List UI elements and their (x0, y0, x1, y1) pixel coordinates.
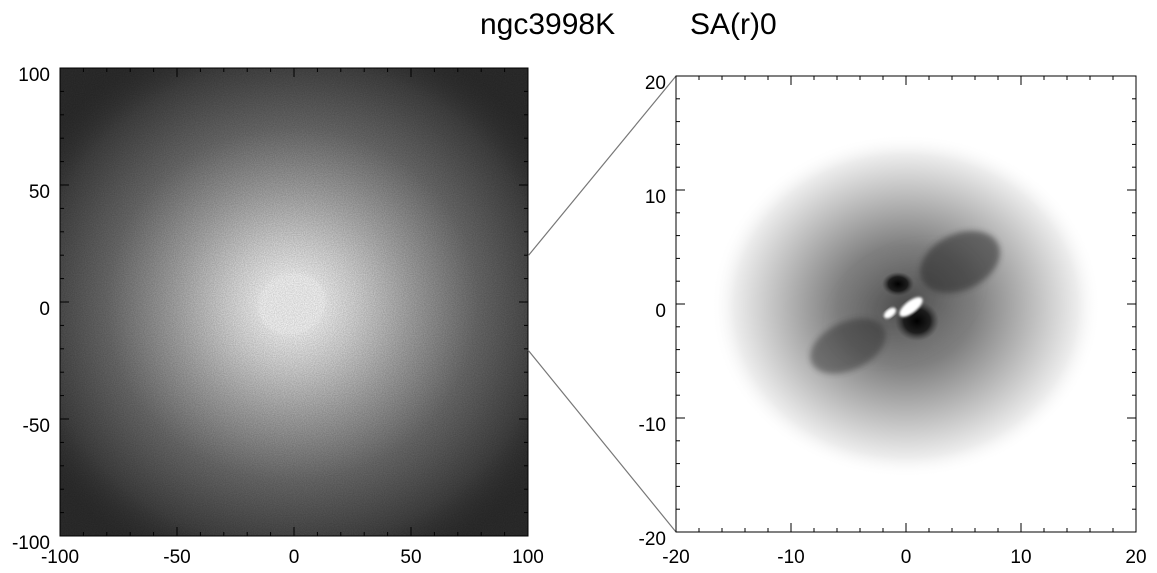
right-ytick-label: -20 (639, 529, 666, 550)
left-ytick-label: 50 (29, 182, 50, 203)
left-ytick-label: 100 (18, 65, 50, 86)
left-ytick-label: 0 (39, 299, 50, 320)
right-xtick-label: -10 (777, 547, 804, 568)
left-galaxy-image (60, 68, 528, 536)
right-ytick-label: 20 (645, 73, 666, 94)
left-xtick-label: 100 (512, 547, 544, 568)
right-ytick-label: 10 (645, 187, 666, 208)
figure-title-classification: SA(r)0 (690, 8, 777, 41)
right-zoom-image (676, 76, 1136, 532)
right-xtick-label: 10 (1010, 547, 1031, 568)
axis-ticks (59, 67, 1137, 537)
right-xtick-label: 0 (901, 547, 912, 568)
left-xtick-label: 50 (400, 547, 421, 568)
right-ytick-label: -10 (639, 415, 666, 436)
left-xtick-label: -100 (41, 547, 79, 568)
zoom-connector-bottom (527, 349, 677, 533)
left-ytick-label: -100 (12, 533, 50, 554)
figure-title-name: ngc3998K (480, 8, 616, 41)
zoom-connector-top (527, 75, 677, 257)
right-xtick-label: 20 (1125, 547, 1146, 568)
right-ytick-label: 0 (655, 301, 666, 322)
left-xtick-label: -50 (163, 547, 190, 568)
left-xtick-label: 0 (289, 547, 300, 568)
right-xtick-label: -20 (662, 547, 689, 568)
left-ytick-label: -50 (23, 416, 50, 437)
